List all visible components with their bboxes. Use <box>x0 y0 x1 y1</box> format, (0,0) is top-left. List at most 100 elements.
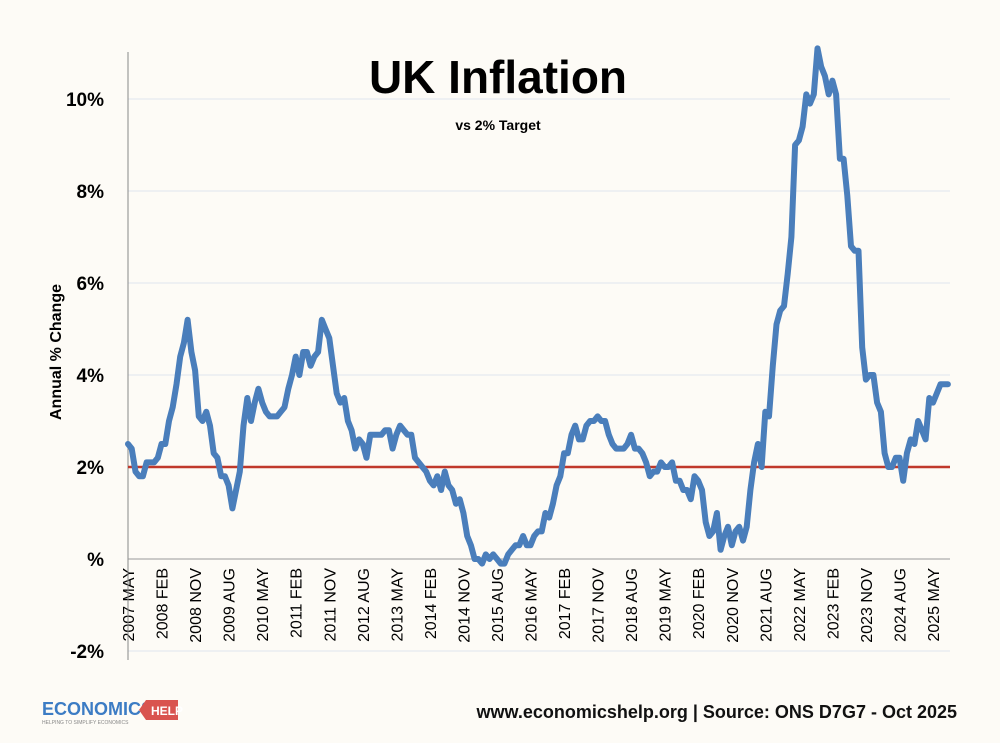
data-point <box>939 383 941 385</box>
data-point <box>887 466 889 468</box>
data-point <box>503 563 505 565</box>
data-point <box>600 420 602 422</box>
data-point <box>470 544 472 546</box>
data-point <box>559 475 561 477</box>
data-point <box>720 549 722 551</box>
data-point <box>805 93 807 95</box>
data-point <box>325 328 327 330</box>
data-point <box>224 475 226 477</box>
logo-badge: HELP <box>151 704 183 718</box>
data-point <box>843 158 845 160</box>
data-point <box>347 420 349 422</box>
data-point <box>682 489 684 491</box>
data-point <box>585 425 587 427</box>
data-point <box>146 461 148 463</box>
data-point <box>175 383 177 385</box>
data-point <box>828 93 830 95</box>
data-point <box>679 480 681 482</box>
x-tick-label: 2017 NOV <box>591 568 608 643</box>
x-tick-label: 2020 FEB <box>691 568 708 639</box>
data-point <box>556 484 558 486</box>
data-point <box>567 452 569 454</box>
data-point <box>243 425 245 427</box>
data-point <box>179 356 181 358</box>
data-point <box>489 558 491 560</box>
data-point <box>235 489 237 491</box>
data-point <box>384 429 386 431</box>
data-point <box>686 489 688 491</box>
data-point <box>231 507 233 509</box>
data-point <box>403 429 405 431</box>
data-point <box>943 383 945 385</box>
y-tick-label: % <box>87 550 104 571</box>
x-tick-label: 2020 NOV <box>725 568 742 643</box>
data-point <box>354 448 356 450</box>
data-point <box>209 425 211 427</box>
data-point <box>544 512 546 514</box>
data-point <box>306 351 308 353</box>
data-point <box>925 438 927 440</box>
data-point <box>630 434 632 436</box>
data-point <box>462 512 464 514</box>
x-tick-label: 2011 FEB <box>289 568 306 638</box>
data-point <box>321 319 323 321</box>
data-point <box>448 484 450 486</box>
data-point <box>254 402 256 404</box>
data-point <box>574 425 576 427</box>
data-point <box>716 512 718 514</box>
data-point <box>906 452 908 454</box>
data-point <box>287 388 289 390</box>
data-point <box>936 392 938 394</box>
y-tick-label: 10% <box>66 90 104 111</box>
data-point <box>172 406 174 408</box>
data-point <box>537 530 539 532</box>
data-point <box>910 438 912 440</box>
data-point <box>388 429 390 431</box>
data-point <box>824 75 826 77</box>
data-point <box>440 489 442 491</box>
data-point <box>787 273 789 275</box>
data-point <box>753 461 755 463</box>
data-point <box>477 558 479 560</box>
data-point <box>902 480 904 482</box>
data-point <box>694 475 696 477</box>
data-point <box>358 438 360 440</box>
data-point <box>507 553 509 555</box>
data-point <box>742 540 744 542</box>
data-point <box>671 461 673 463</box>
x-tick-label: 2011 NOV <box>322 568 339 642</box>
data-point <box>336 392 338 394</box>
data-point <box>280 411 282 413</box>
data-point <box>727 526 729 528</box>
data-point <box>809 103 811 105</box>
data-point <box>131 448 133 450</box>
data-point <box>571 434 573 436</box>
data-point <box>850 245 852 247</box>
data-point <box>228 484 230 486</box>
data-point <box>846 195 848 197</box>
data-point <box>395 434 397 436</box>
data-point <box>250 420 252 422</box>
data-point <box>697 480 699 482</box>
data-point <box>779 310 781 312</box>
data-point <box>917 420 919 422</box>
data-point <box>369 434 371 436</box>
data-point <box>626 443 628 445</box>
data-point <box>664 466 666 468</box>
data-point <box>813 93 815 95</box>
data-point <box>183 342 185 344</box>
data-point <box>451 489 453 491</box>
x-tick-label: 2013 MAY <box>389 568 406 642</box>
data-point <box>898 457 900 459</box>
data-point <box>298 374 300 376</box>
data-point <box>608 434 610 436</box>
data-point <box>701 489 703 491</box>
data-point <box>295 356 297 358</box>
data-point <box>932 402 934 404</box>
data-point <box>820 66 822 68</box>
data-point <box>880 411 882 413</box>
x-tick-label: 2018 AUG <box>624 568 641 642</box>
x-tick-label: 2014 FEB <box>423 568 440 639</box>
